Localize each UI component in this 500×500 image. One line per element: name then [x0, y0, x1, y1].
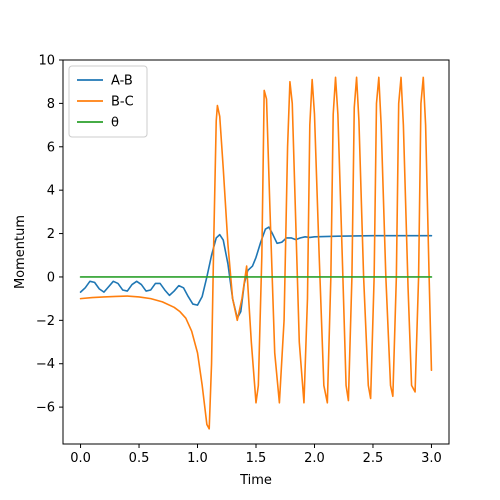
y-tick-label: −2: [36, 314, 55, 329]
legend-label: B-C: [111, 95, 134, 110]
y-tick-label: 2: [47, 227, 55, 242]
x-tick-label: 1.5: [246, 451, 267, 466]
y-axis-label: Momentum: [13, 215, 28, 289]
y-tick-label: −6: [36, 401, 55, 416]
x-tick-label: 0.0: [70, 451, 91, 466]
x-tick-label: 0.5: [129, 451, 150, 466]
y-tick-label: 0: [47, 270, 55, 285]
y-tick-label: 8: [47, 97, 55, 112]
y-tick-label: 10: [38, 54, 55, 69]
y-tick-label: 4: [47, 184, 55, 199]
legend-box: [68, 65, 148, 138]
x-tick-label: 1.0: [187, 451, 208, 466]
x-tick-label: 3.0: [421, 451, 442, 466]
x-tick-label: 2.5: [363, 451, 384, 466]
legend-label: θ: [111, 116, 119, 131]
series-line-1: [79, 76, 433, 430]
legend: A-B B-C θ: [68, 65, 148, 138]
y-tick-label: −4: [36, 357, 55, 372]
plot-area: [79, 76, 433, 430]
series-line-0: [79, 226, 433, 319]
y-tick-label: 6: [47, 140, 55, 155]
x-tick-label: 2.0: [304, 451, 325, 466]
legend-label: A-B: [111, 74, 133, 89]
axis-ticks: 0.0 0.5 1.0 1.5 2.0 2.5 3.0 −6 −4 −2 0 2 4 6 8 10: [36, 54, 442, 467]
x-axis-label: Time: [239, 473, 272, 488]
